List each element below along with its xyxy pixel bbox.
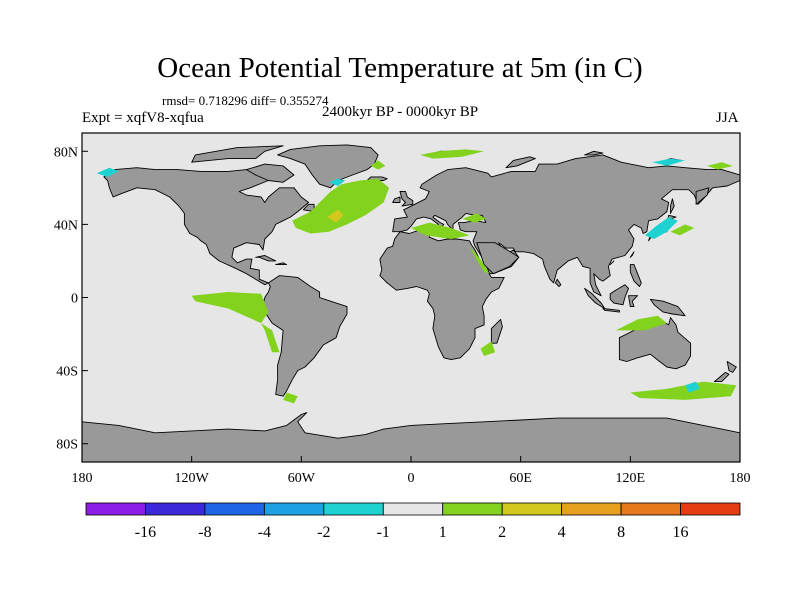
colorbar-swatch	[204, 502, 265, 516]
colorbar-label: 1	[439, 524, 447, 541]
colorbar-label: 8	[617, 524, 625, 541]
land-baffin-island	[246, 163, 295, 183]
anomaly-alaska-cooling	[96, 167, 119, 177]
colorbar-label: 2	[498, 524, 506, 541]
lon-tick-label: 0	[408, 471, 415, 486]
land-sakhalin	[670, 198, 675, 214]
anomaly-layer	[96, 149, 737, 404]
colorbar-swatch	[501, 502, 563, 516]
land-newfoundland	[302, 203, 315, 213]
colorbar-label: -16	[135, 524, 156, 541]
colorbar-label: -2	[317, 524, 330, 541]
anomaly-labrador-cooling	[328, 178, 346, 186]
anomaly-southern-ocean-warming	[630, 381, 737, 400]
land-cuba	[255, 255, 277, 262]
lon-tick-label: 180	[72, 471, 93, 486]
lat-tick-label: 0	[71, 292, 78, 307]
land-hainan	[609, 260, 615, 266]
anomaly-greenland-east-warming	[370, 160, 386, 170]
colorbar-swatch	[145, 502, 206, 516]
anomaly-north-atlantic-core	[326, 209, 344, 223]
latitude-axis: 80N 40N 0 40S 80S	[54, 145, 88, 453]
lat-tick-label: 40S	[56, 365, 78, 380]
land-sulawesi	[628, 295, 639, 308]
lat-tick-label: 40N	[54, 218, 78, 233]
lon-tick-label: 60E	[509, 471, 532, 486]
land-ireland	[392, 196, 401, 203]
anomaly-arctic-east-cooling	[652, 158, 686, 166]
period-label: 2400kyr BP - 0000kyr BP	[322, 104, 479, 120]
land-new-zealand-south	[713, 371, 730, 383]
season-label: JJA	[716, 110, 739, 126]
land-great-britain	[399, 191, 414, 207]
anomaly-red-sea-warming	[469, 246, 490, 274]
land-kamchatka-fill	[695, 187, 710, 205]
lat-tick-label: 80N	[54, 145, 78, 160]
stats-line: rmsd= 0.718296 diff= 0.355274	[162, 93, 329, 108]
anomaly-patagonia-warming	[283, 392, 298, 404]
anomaly-kuroshio-warming	[670, 224, 695, 236]
land-madagascar	[490, 318, 503, 344]
land-greenland	[277, 144, 379, 189]
colorbar-label: -1	[377, 524, 390, 541]
colorbar-swatch	[382, 502, 444, 516]
colorbar-swatch	[323, 502, 384, 516]
land-taiwan	[629, 251, 635, 258]
land-severnaya-zemlya	[584, 150, 604, 156]
colorbar-swatch	[442, 502, 503, 516]
land-arabia-fill	[476, 242, 520, 275]
colorbar-label: 4	[558, 524, 566, 541]
anomaly-mozambique-warming	[480, 341, 496, 356]
anomaly-japan-sea-cooling	[645, 217, 678, 239]
anomaly-tasman-cooling	[685, 381, 700, 393]
colorbar: -16 -8 -4 -2 -1 1 2 4 8 16	[85, 502, 741, 541]
colorbar-swatch	[561, 502, 622, 516]
land-borneo	[609, 284, 629, 306]
lon-tick-label: 120W	[175, 471, 210, 486]
colorbar-swatch	[680, 502, 741, 516]
land-novaya-zemlya	[505, 156, 536, 169]
longitude-axis: 180 120W 60W 0 60E 120E 180	[72, 456, 751, 486]
lon-tick-label: 60W	[288, 471, 316, 486]
land-canadian-archipelago	[191, 145, 284, 163]
land-philippines	[629, 264, 642, 287]
plot-title: Ocean Potential Temperature at 5m (in C)	[157, 52, 643, 84]
experiment-label: Expt = xqfV8-xqfua	[82, 110, 204, 126]
colorbar-label: 16	[673, 524, 689, 541]
anomaly-arctic-east-warming	[707, 162, 733, 170]
land-hispaniola	[275, 262, 288, 266]
anomaly-north-atlantic-warming	[292, 178, 390, 234]
lon-tick-label: 180	[730, 471, 751, 486]
land-sri-lanka	[554, 278, 562, 287]
anomaly-peru-coast	[261, 323, 280, 353]
anomaly-australia-north-warming	[615, 315, 667, 331]
anomaly-black-sea-warming	[462, 213, 486, 223]
colorbar-swatch	[263, 502, 325, 516]
lat-tick-label: 80S	[56, 438, 78, 453]
colorbar-swatch	[620, 502, 681, 516]
colorbar-label: -4	[258, 524, 271, 541]
land-java	[602, 308, 620, 313]
land-new-guinea	[649, 298, 686, 317]
colorbar-swatch	[85, 502, 146, 516]
anomaly-barents-sea-warming	[420, 149, 485, 159]
land-eurasia	[392, 154, 740, 297]
colorbar-label: -8	[198, 524, 211, 541]
anomaly-mediterranean-warming	[411, 222, 470, 239]
land-north-america	[103, 167, 310, 286]
anomaly-east-pacific-equatorial	[191, 292, 269, 324]
lon-tick-label: 120E	[616, 471, 646, 486]
land-antarctica	[82, 412, 740, 462]
land-new-zealand-north	[726, 361, 737, 373]
